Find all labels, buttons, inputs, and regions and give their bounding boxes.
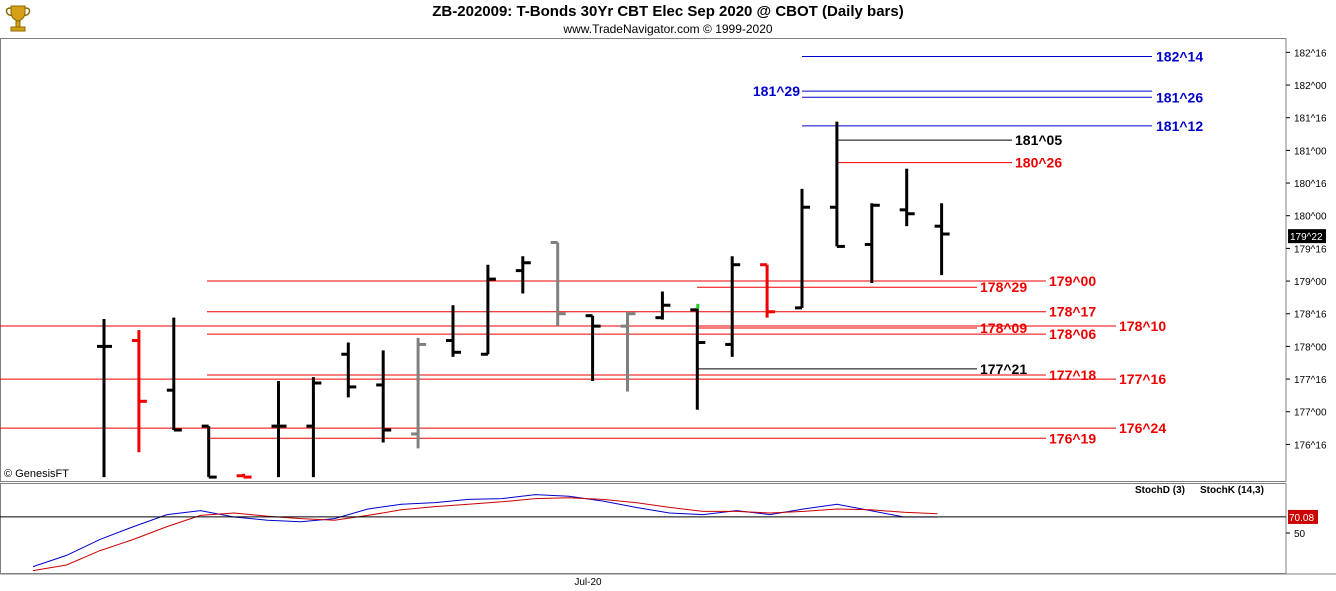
green-marker <box>696 303 700 309</box>
ohlc-bar <box>550 241 566 327</box>
level-label-181-26: 181^26 <box>1156 89 1203 105</box>
price-panel: 182^14 181^29 181^26 181^12 181^05 180^26 179^… <box>0 38 1327 482</box>
level-label-179-00: 179^00 <box>1049 273 1096 289</box>
level-label-176-19: 176^19 <box>1049 430 1096 446</box>
watermark: © GenesisFT <box>4 468 69 480</box>
ohlc-bar <box>829 121 845 248</box>
chart-title: ZB-202009: T-Bonds 30Yr CBT Elec Sep 202… <box>432 3 904 20</box>
level-label-177-16: 177^16 <box>1119 371 1166 387</box>
ohlc-bar <box>934 203 950 276</box>
stochastic-plot-frame <box>0 483 1287 574</box>
ohlc-bar <box>585 314 601 382</box>
level-label-178-06: 178^06 <box>1049 326 1096 342</box>
level-label-178-17: 178^17 <box>1049 304 1096 320</box>
stoch-last-value-label: 70.08 <box>1289 513 1314 524</box>
price-axis-label: 178^00 <box>1294 342 1327 353</box>
chart-header: ZB-202009: T-Bonds 30Yr CBT Elec Sep 202… <box>0 0 1336 38</box>
level-label-176-24: 176^24 <box>1119 420 1166 436</box>
last-price-box <box>1288 229 1326 244</box>
ohlc-bar <box>725 256 741 357</box>
ohlc-bar <box>97 318 112 478</box>
price-plot-frame <box>0 38 1287 482</box>
ohlc-bar <box>166 317 182 432</box>
legend-stochk: StochK (14,3) <box>1200 485 1264 496</box>
ohlc-bar <box>271 381 287 478</box>
price-axis-label: 180^00 <box>1294 212 1327 223</box>
level-label-177-18: 177^18 <box>1049 367 1096 383</box>
price-axis-label: 182^00 <box>1294 81 1327 92</box>
price-axis-label: 181^00 <box>1294 146 1327 157</box>
price-axis-label: 182^16 <box>1294 48 1327 59</box>
price-axis-label: 177^16 <box>1294 375 1327 386</box>
ohlc-bar <box>411 337 427 449</box>
ohlc-bar <box>201 424 217 479</box>
level-label-181-12: 181^12 <box>1156 118 1203 134</box>
stochastic-panel: StochD (3) StochK (14,3) 50 70.08 Jul-20 <box>0 483 1336 588</box>
last-price-label: 179^22 <box>1290 232 1323 243</box>
level-label-178-29: 178^29 <box>980 279 1027 295</box>
level-label-178-10: 178^10 <box>1119 318 1166 334</box>
stoch-series-d <box>32 497 938 572</box>
ohlc-bar <box>341 342 357 398</box>
price-axis-label: 181^16 <box>1294 114 1327 125</box>
ohlc-bar <box>446 305 461 357</box>
level-label-180-26: 180^26 <box>1015 155 1062 171</box>
stoch-axis-label: 50 <box>1294 529 1306 540</box>
ohlc-bar <box>480 264 496 356</box>
price-axis-label: 180^16 <box>1294 179 1327 190</box>
ohlc-bar <box>760 263 776 318</box>
ohlc-bar <box>864 203 880 284</box>
trophy-logo-icon <box>5 5 31 32</box>
ohlc-bar <box>515 256 531 294</box>
ohlc-bar <box>899 168 915 227</box>
level-label-178-09: 178^09 <box>980 320 1027 336</box>
level-label-177-21: 177^21 <box>980 361 1027 377</box>
level-label-181-05: 181^05 <box>1015 132 1062 148</box>
level-label-181-29: 181^29 <box>753 83 800 99</box>
level-label-182-14: 182^14 <box>1156 48 1203 64</box>
ohlc-bar <box>306 377 322 478</box>
chart-subtitle: www.TradeNavigator.com © 1999-2020 <box>563 22 773 36</box>
ohlc-bar <box>376 350 392 443</box>
ohlc-bar <box>690 307 706 410</box>
price-axis-label: 176^16 <box>1294 440 1327 451</box>
ohlc-bar <box>620 311 636 392</box>
ohlc-bar <box>655 291 671 320</box>
price-axis-label: 179^16 <box>1294 244 1327 255</box>
price-axis-label: 177^00 <box>1294 408 1327 419</box>
legend-stochd: StochD (3) <box>1135 485 1185 496</box>
ohlc-bar <box>236 473 252 479</box>
ohlc-bar <box>795 188 810 310</box>
time-axis-label: Jul-20 <box>574 577 602 588</box>
price-axis-label: 179^00 <box>1294 277 1327 288</box>
ohlc-bar <box>131 330 147 453</box>
price-axis-label: 178^16 <box>1294 310 1327 321</box>
stoch-last-value-box <box>1288 509 1318 524</box>
